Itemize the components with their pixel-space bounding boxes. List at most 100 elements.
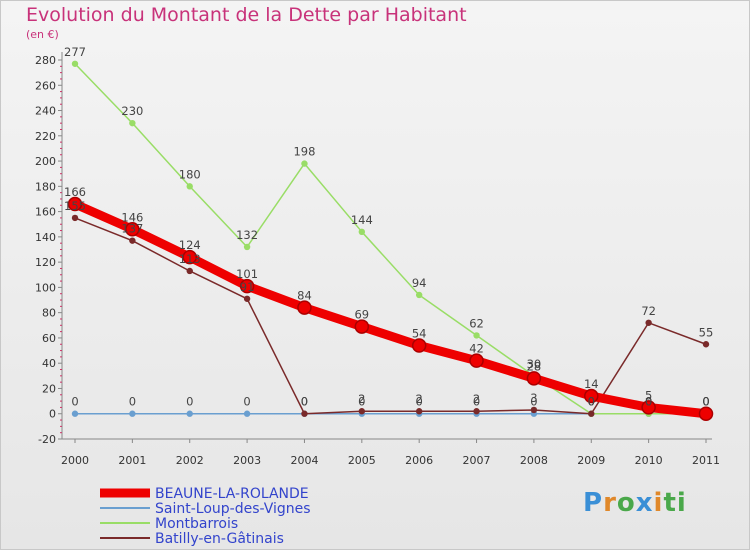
data-label: 277 bbox=[64, 45, 86, 59]
data-point bbox=[584, 388, 599, 404]
data-label: 14 bbox=[584, 377, 599, 391]
data-label: 198 bbox=[293, 145, 315, 159]
data-point bbox=[702, 341, 710, 348]
logo-letter: x bbox=[635, 488, 654, 518]
data-point bbox=[301, 160, 308, 167]
data-label: 54 bbox=[412, 327, 427, 341]
y-tick-label: 140 bbox=[35, 231, 56, 244]
data-label: 2 bbox=[358, 392, 365, 406]
data-point bbox=[411, 338, 427, 353]
legend-label: Montbarrois bbox=[155, 516, 238, 532]
y-tick-label: 60 bbox=[42, 332, 56, 345]
data-label: 0 bbox=[71, 395, 78, 409]
data-point bbox=[358, 228, 366, 236]
proxiti-logo: Proxiti bbox=[583, 488, 687, 518]
logo-letter: P bbox=[583, 488, 604, 518]
data-label: 0 bbox=[588, 395, 595, 409]
data-point bbox=[71, 410, 79, 417]
data-label: 84 bbox=[297, 289, 312, 303]
data-point bbox=[645, 319, 652, 326]
data-point bbox=[588, 410, 595, 417]
data-label: 0 bbox=[358, 395, 365, 409]
y-tick-label: 80 bbox=[42, 307, 56, 320]
data-label: 72 bbox=[641, 304, 656, 318]
data-label: 132 bbox=[236, 228, 258, 242]
x-tick-label: 2003 bbox=[233, 454, 261, 467]
data-point bbox=[469, 353, 484, 368]
data-point bbox=[473, 332, 480, 339]
y-tick-label: 20 bbox=[42, 382, 56, 395]
data-point bbox=[71, 214, 79, 222]
legend-label: BEAUNE-LA-ROLANDE bbox=[155, 486, 309, 502]
x-tick-label: 2005 bbox=[348, 454, 376, 467]
data-label: 0 bbox=[301, 395, 308, 409]
data-point bbox=[129, 237, 136, 244]
data-label: 137 bbox=[121, 222, 143, 236]
data-label: 0 bbox=[129, 395, 136, 409]
data-point bbox=[186, 267, 193, 275]
logo-letter: ti bbox=[663, 488, 687, 518]
x-tick-label: 2001 bbox=[118, 454, 146, 467]
data-point bbox=[239, 278, 255, 294]
x-tick-label: 2006 bbox=[405, 454, 433, 467]
data-label: 2 bbox=[416, 392, 423, 406]
data-point bbox=[358, 408, 366, 415]
x-tick-label: 2002 bbox=[176, 454, 204, 467]
data-label: 230 bbox=[121, 104, 143, 118]
data-point bbox=[530, 406, 538, 414]
data-point bbox=[186, 410, 193, 417]
data-label: 144 bbox=[351, 213, 373, 227]
data-point bbox=[301, 410, 308, 417]
data-label: 28 bbox=[527, 359, 542, 373]
y-tick-label: 180 bbox=[35, 180, 56, 193]
y-tick-label: 260 bbox=[35, 79, 56, 92]
y-tick-label: 240 bbox=[35, 105, 56, 118]
data-point bbox=[473, 408, 480, 415]
data-label: 62 bbox=[469, 316, 484, 330]
data-point bbox=[71, 60, 79, 67]
x-tick-label: 2009 bbox=[577, 454, 605, 467]
chart-title: Evolution du Montant de la Dette par Hab… bbox=[26, 4, 467, 26]
data-point bbox=[243, 243, 251, 251]
data-label: 94 bbox=[412, 276, 427, 290]
unit-label: (en €) bbox=[26, 28, 59, 41]
data-label: 69 bbox=[354, 308, 369, 322]
data-point bbox=[129, 119, 136, 127]
data-point bbox=[415, 408, 423, 415]
data-point bbox=[186, 183, 193, 190]
data-label: 0 bbox=[473, 395, 480, 409]
data-point bbox=[297, 300, 312, 315]
data-point bbox=[129, 410, 136, 417]
y-tick-label: 220 bbox=[35, 130, 56, 143]
x-tick-label: 2010 bbox=[635, 454, 663, 467]
data-label: 0 bbox=[645, 395, 652, 409]
y-tick-label: -20 bbox=[38, 433, 56, 446]
data-point bbox=[354, 319, 370, 334]
data-label: 0 bbox=[243, 395, 250, 409]
data-label: 0 bbox=[186, 395, 193, 409]
data-label: 166 bbox=[64, 185, 86, 199]
x-tick-label: 2004 bbox=[290, 454, 318, 467]
data-label: 0 bbox=[588, 395, 595, 409]
data-label: 0 bbox=[588, 395, 595, 409]
data-point bbox=[243, 410, 251, 417]
data-label: 0 bbox=[530, 395, 537, 409]
data-label: 3 bbox=[530, 391, 537, 405]
series-line bbox=[74, 63, 707, 415]
data-point bbox=[641, 400, 656, 415]
y-tick-label: 120 bbox=[35, 256, 56, 269]
data-label: 0 bbox=[301, 395, 308, 409]
data-label: 180 bbox=[179, 167, 201, 181]
data-label: 146 bbox=[121, 210, 143, 224]
data-label: 5 bbox=[645, 388, 652, 402]
data-point bbox=[67, 196, 83, 212]
data-label: 91 bbox=[240, 280, 255, 294]
logo-letter: i bbox=[653, 488, 664, 518]
y-tick-label: 160 bbox=[35, 206, 56, 219]
x-tick-label: 2007 bbox=[463, 454, 491, 467]
data-point bbox=[125, 222, 140, 237]
data-point bbox=[182, 249, 197, 265]
data-point bbox=[415, 291, 423, 299]
